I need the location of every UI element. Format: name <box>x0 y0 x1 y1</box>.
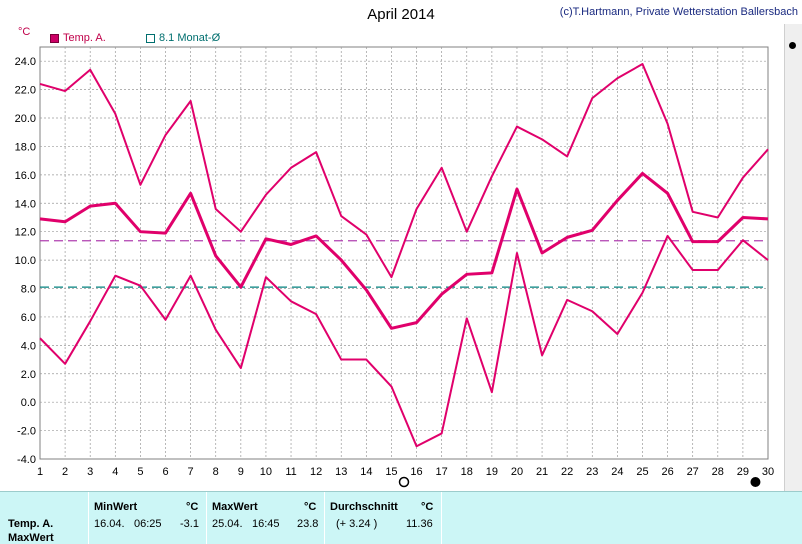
plot-frame <box>39 46 769 460</box>
x-tick-label: 4 <box>112 466 118 478</box>
y-tick-label: 0.0 <box>21 397 36 409</box>
x-tick-label: 29 <box>737 466 749 478</box>
series-line-min <box>39 234 769 448</box>
x-tick-label: 30 <box>762 466 774 478</box>
moon-filled-marker-icon <box>750 477 761 487</box>
max-time: 16:45 <box>252 518 280 530</box>
x-tick-label: 2 <box>62 466 68 478</box>
x-tick-label: 1 <box>37 466 43 478</box>
stats-row-label: Temp. A. <box>8 518 54 530</box>
x-tick-label: 9 <box>238 466 244 478</box>
legend-label-monthly-avg: 8.1 Monat-Ø <box>159 32 221 44</box>
x-tick-label: 19 <box>486 466 498 478</box>
min-time: 06:25 <box>134 518 162 530</box>
grid-layer <box>39 46 769 460</box>
series-layer <box>39 63 769 448</box>
avg-delta: (+ 3.24 ) <box>336 518 378 530</box>
y-tick-label: -2.0 <box>17 426 36 438</box>
legend-item-monthly-avg[interactable]: 8.1 Monat-Ø <box>146 32 220 44</box>
stats-panel: Temp. A. MaxWert MinWert °C 16.04. 06:25… <box>0 491 802 544</box>
stats-row-label-2: MaxWert <box>8 532 54 544</box>
max-value: 23.8 <box>297 518 319 530</box>
max-date: 25.04. <box>212 518 243 530</box>
x-tick-label: 20 <box>511 466 523 478</box>
legend-swatch-outline-icon <box>146 33 155 43</box>
stats-divider <box>206 492 207 544</box>
series-line-max <box>39 63 769 279</box>
y-tick-label: 2.0 <box>21 369 36 381</box>
x-tick-label: 8 <box>213 466 219 478</box>
reference-lines <box>40 240 768 288</box>
legend-item-temp[interactable]: Temp. A. <box>50 32 106 44</box>
x-tick-label: 26 <box>661 466 673 478</box>
right-scroll-bar[interactable] <box>784 24 802 492</box>
y-tick-label: 10.0 <box>15 255 36 267</box>
y-tick-label: 24.0 <box>15 56 36 68</box>
y-tick-label: 12.0 <box>15 227 36 239</box>
x-tick-label: 14 <box>360 466 372 478</box>
avg-value: 11.36 <box>406 518 433 530</box>
x-tick-label: 25 <box>636 466 648 478</box>
min-value: -3.1 <box>180 518 199 530</box>
x-tick-label: 16 <box>410 466 422 478</box>
marker-layer <box>398 476 761 488</box>
y-tick-label: -4.0 <box>17 454 36 466</box>
x-tick-label: 15 <box>385 466 397 478</box>
y-tick-label: 8.0 <box>21 284 36 296</box>
stats-divider <box>88 492 89 544</box>
series-line-mean <box>39 171 769 330</box>
y-tick-label: 4.0 <box>21 340 36 352</box>
y-tick-label: 22.0 <box>15 85 36 97</box>
stats-divider <box>324 492 325 544</box>
x-tick-label: 22 <box>561 466 573 478</box>
x-tick-label: 6 <box>162 466 168 478</box>
scroll-knob-icon[interactable] <box>789 42 796 49</box>
min-header: MinWert <box>94 501 138 513</box>
moon-open-marker-icon <box>398 476 410 488</box>
x-tick-label: 5 <box>137 466 143 478</box>
min-unit-header: °C <box>186 501 199 513</box>
x-tick-label: 27 <box>687 466 699 478</box>
x-tick-label: 10 <box>260 466 272 478</box>
y-tick-label: 14.0 <box>15 198 36 210</box>
avg-header: Durchschnitt <box>330 501 398 513</box>
x-tick-label: 3 <box>87 466 93 478</box>
max-header: MaxWert <box>212 501 258 513</box>
x-tick-label: 11 <box>285 466 296 478</box>
x-tick-label: 24 <box>611 466 623 478</box>
x-tick-label: 21 <box>536 466 548 478</box>
y-tick-label: 6.0 <box>21 312 36 324</box>
legend-swatch-filled-icon <box>50 33 59 43</box>
max-unit-header: °C <box>304 501 317 513</box>
x-tick-label: 7 <box>188 466 194 478</box>
y-unit-label: °C <box>18 26 31 38</box>
x-tick-label: 13 <box>335 466 347 478</box>
x-tick-label: 18 <box>461 466 473 478</box>
credit-text: (c)T.Hartmann, Private Wetterstation Bal… <box>559 6 798 18</box>
min-date: 16.04. <box>94 518 125 530</box>
x-tick-label: 12 <box>310 466 322 478</box>
x-tick-label: 17 <box>436 466 448 478</box>
x-tick-label: 23 <box>586 466 598 478</box>
y-tick-label: 18.0 <box>15 141 36 153</box>
y-tick-label: 20.0 <box>15 113 36 125</box>
chart-title: April 2014 <box>367 6 435 23</box>
stats-divider <box>441 492 442 544</box>
avg-unit-header: °C <box>421 501 434 513</box>
legend-label-temp: Temp. A. <box>63 32 106 44</box>
y-tick-label: 16.0 <box>15 170 36 182</box>
axis-layer: -4.0 -2.0 0.0 2.0 4.0 6.0 8.0 10.0 12.0 14.0 16.0 1… <box>15 56 775 478</box>
x-tick-label: 28 <box>712 466 724 478</box>
